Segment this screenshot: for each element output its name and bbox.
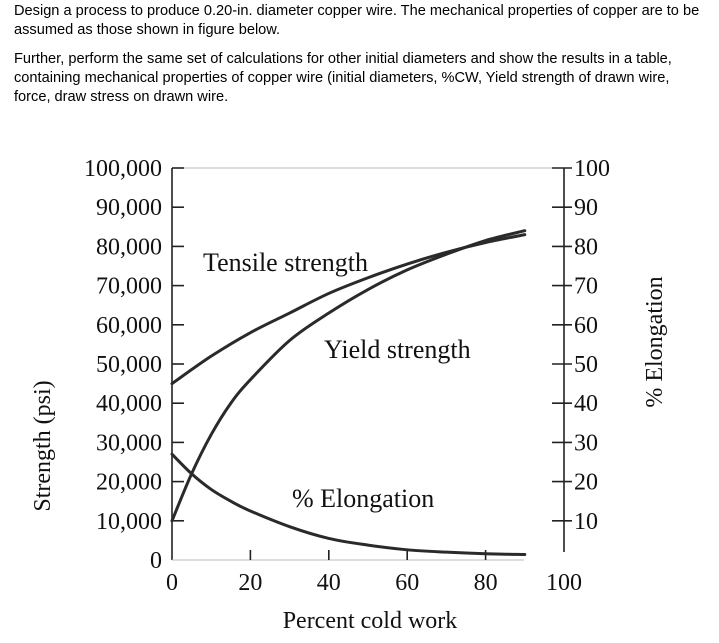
right-tick-label: 70 [574,274,598,300]
problem-statement: Design a process to produce 0.20-in. dia… [14,2,704,117]
y-axis-right-title: % Elongation [642,276,668,407]
right-tick-label: 90 [574,195,598,221]
y-axis-left-title: Strength (psi) [30,380,56,511]
left-tick-label: 20,000 [96,470,162,496]
right-axis-ticks: 10 20 30 40 50 60 70 80 90 100 [552,156,610,535]
series-lines [170,229,527,557]
problem-paragraph-1: Design a process to produce 0.20-in. dia… [14,3,700,38]
left-tick-label: 100,000 [84,156,162,182]
right-tick-label: 50 [574,352,598,378]
left-axis-ticks: 0 10,000 20,000 30,000 40,000 50,000 60,000 70,… [84,156,184,574]
left-tick-label: 30,000 [96,430,162,456]
left-tick-label: 70,000 [96,274,162,300]
left-tick-label: 40,000 [96,391,162,417]
x-tick-label: 100 [546,570,582,596]
annotation-yield: Yield strength [324,335,471,364]
right-tick-label: 40 [574,391,598,417]
left-tick-label: 50,000 [96,352,162,378]
right-tick-label: 10 [574,509,598,535]
series-line-elongation [170,452,527,557]
problem-paragraph-2: Further, perform the same set of calcula… [14,51,672,105]
left-tick-label: 80,000 [96,234,162,260]
right-tick-label: 20 [574,470,598,496]
right-tick-label: 60 [574,313,598,339]
annotation-elongation: % Elongation [292,484,434,513]
left-tick-label: 60,000 [96,313,162,339]
left-tick-label: 90,000 [96,195,162,221]
x-tick-label: 20 [238,570,262,596]
right-tick-label: 30 [574,430,598,456]
series-line-yield [170,229,527,523]
curve-annotations: Tensile strength Yield strength % Elongati… [203,248,471,513]
x-tick-label: 0 [166,570,178,596]
right-tick-label: 100 [574,156,610,182]
right-tick-label: 80 [574,234,598,260]
x-tick-label: 80 [474,570,498,596]
x-tick-label: 40 [317,570,341,596]
cold-work-chart: 0 10,000 20,000 30,000 40,000 50,000 60,000 70,… [30,156,668,634]
x-tick-label: 60 [395,570,419,596]
left-tick-label: 0 [150,548,162,574]
x-axis-title: Percent cold work [283,608,458,634]
annotation-tensile: Tensile strength [203,248,368,277]
left-tick-label: 10,000 [96,509,162,535]
x-axis-ticks: 0 20 40 60 80 100 [166,550,582,596]
